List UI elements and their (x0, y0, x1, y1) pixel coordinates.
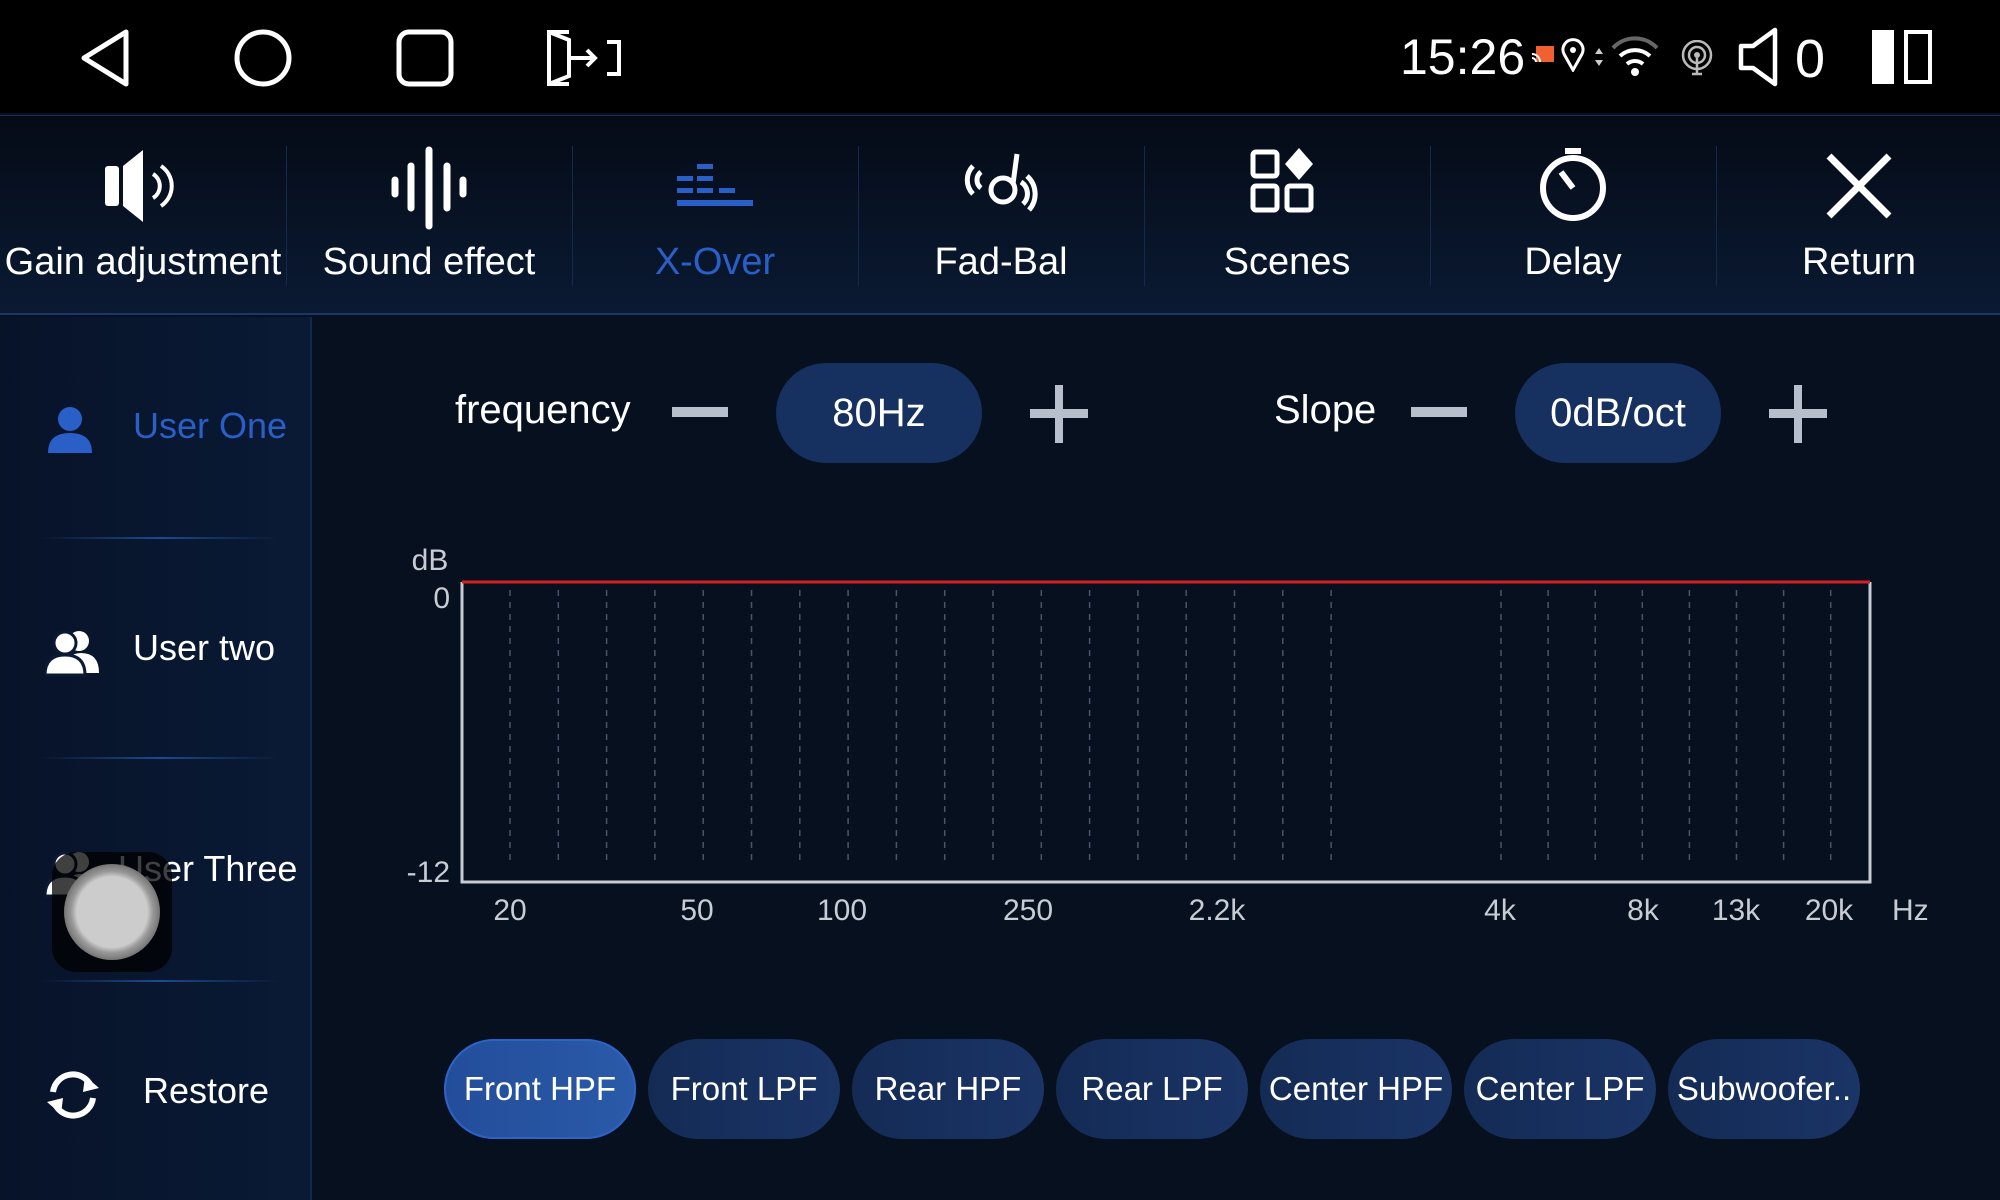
x-tick-label: 20 (493, 894, 526, 927)
channel-button-center-hpf[interactable]: Center HPF (1260, 1039, 1452, 1139)
tab-x-over[interactable]: X-Over (572, 116, 858, 316)
channel-button-center-lpf[interactable]: Center LPF (1464, 1039, 1656, 1139)
sidebar-item-restore[interactable]: Restore (0, 1032, 310, 1152)
x-tick-label: 100 (817, 894, 867, 927)
divider (1144, 146, 1145, 286)
x-tick-label: 13k (1712, 894, 1761, 927)
tab-gain-adjustment[interactable]: Gain adjustment (0, 116, 286, 316)
cast-icon (1531, 46, 1554, 63)
x-tick-label: 250 (1003, 894, 1053, 927)
top-tab-bar: Gain adjustment Sound effect X-Over Fad-… (0, 115, 2000, 315)
x-tick-label: 20k (1805, 894, 1854, 927)
waveform-icon (391, 146, 467, 230)
sidebar-item-user-two[interactable]: User two (0, 589, 310, 709)
volume-level: 0 (1795, 29, 1826, 89)
tab-fad-bal[interactable]: Fad-Bal (858, 116, 1144, 316)
screen-cast-icon[interactable] (545, 28, 625, 88)
fader-icon (964, 153, 1038, 212)
data-arrows-icon (1595, 48, 1603, 66)
slope-decrease-button[interactable] (1411, 405, 1469, 421)
divider (40, 537, 280, 539)
users-icon (45, 630, 99, 677)
y-tick-label: -12 (407, 856, 450, 889)
slope-value[interactable]: 0dB/oct (1515, 363, 1721, 463)
refresh-icon (47, 1071, 99, 1119)
divider (1716, 146, 1717, 286)
frequency-increase-button[interactable] (1030, 385, 1090, 443)
channel-button-front-lpf[interactable]: Front LPF (648, 1039, 840, 1139)
frequency-value[interactable]: 80Hz (776, 363, 982, 463)
timer-icon (1540, 148, 1606, 221)
channel-button-rear-hpf[interactable]: Rear HPF (852, 1039, 1044, 1139)
speaker-icon (105, 150, 174, 222)
channel-button-front-hpf[interactable]: Front HPF (444, 1039, 636, 1139)
divider (286, 146, 287, 286)
x-tick-label: 2.2k (1189, 894, 1247, 927)
status-bar: 15:26 0 (0, 0, 2000, 113)
split-screen-icon[interactable] (1870, 28, 1934, 86)
crossover-chart: dB 0 -12 20 50 100 250 2.2k 4k 8k 13k 20k Hz (407, 544, 1929, 927)
wifi-icon (1611, 36, 1659, 76)
equalizer-icon (677, 164, 753, 206)
tab-scenes[interactable]: Scenes (1144, 116, 1430, 316)
x-tick-label: 4k (1484, 894, 1517, 927)
frequency-decrease-button[interactable] (672, 405, 730, 421)
tab-sound-effect[interactable]: Sound effect (286, 116, 572, 316)
chart-frame (460, 582, 1872, 884)
assistive-touch-knob (64, 864, 160, 960)
slope-label: Slope (1274, 388, 1377, 432)
speaker-icon[interactable] (1737, 26, 1781, 88)
user-icon (48, 407, 92, 453)
x-unit-label: Hz (1892, 894, 1929, 927)
divider (40, 757, 280, 759)
grid-icon (1250, 148, 1314, 213)
x-tick-label: 8k (1627, 894, 1660, 927)
slope-increase-button[interactable] (1769, 385, 1829, 443)
hotspot-icon (1681, 40, 1713, 76)
home-icon[interactable] (233, 28, 293, 88)
back-icon[interactable] (78, 28, 134, 88)
divider (858, 146, 859, 286)
location-icon (1561, 38, 1585, 72)
y-axis-label: dB (412, 544, 449, 577)
x-tick-label: 50 (680, 894, 713, 927)
tab-delay[interactable]: Delay (1430, 116, 1716, 316)
divider (40, 980, 280, 982)
divider (572, 146, 573, 286)
recents-icon[interactable] (395, 28, 455, 88)
channel-button-subwoofer[interactable]: Subwoofer.. (1668, 1039, 1860, 1139)
assistive-touch-button[interactable] (52, 852, 172, 972)
channel-button-rear-lpf[interactable]: Rear LPF (1056, 1039, 1248, 1139)
divider (1430, 146, 1431, 286)
sidebar-item-user-one[interactable]: User One (0, 367, 310, 487)
tab-return[interactable]: Return (1716, 116, 2000, 316)
clock: 15:26 (1400, 29, 1526, 85)
close-icon (1826, 153, 1892, 219)
y-tick-label: 0 (433, 582, 450, 615)
frequency-label: frequency (455, 388, 631, 432)
